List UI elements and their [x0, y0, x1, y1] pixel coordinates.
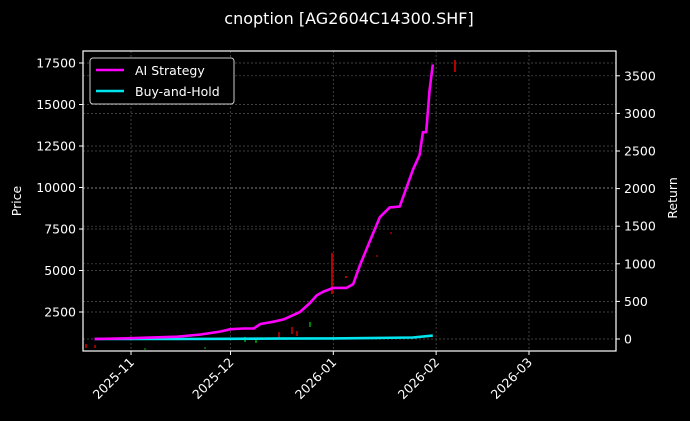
return-tick-label: 3000: [624, 106, 656, 121]
return-axis-label: Return: [665, 177, 680, 218]
price-candles: [85, 60, 456, 350]
legend: AI Strategy Buy-and-Hold: [89, 57, 235, 105]
return-tick-label: 3500: [624, 68, 656, 83]
legend-box: [89, 57, 235, 105]
price-tick-label: 12500: [36, 139, 76, 154]
price-axis: 2500 5000 7500 10000 12500 15000 17500: [36, 56, 83, 320]
date-tick-label: 2025-11: [90, 355, 138, 403]
legend-buy-and-hold: Buy-and-Hold: [135, 84, 220, 99]
date-tick-label: 2026-03: [488, 355, 536, 403]
price-tick-label: 5000: [44, 263, 76, 278]
date-tick-label: 2026-01: [292, 355, 340, 403]
chart-title: cnoption [AG2604C14300.SHF]: [224, 9, 473, 28]
price-tick-label: 15000: [36, 97, 76, 112]
price-tick-label: 2500: [44, 305, 76, 320]
date-tick-label: 2026-02: [395, 355, 443, 403]
ai-strategy-line: [94, 64, 435, 341]
price-tick-label: 10000: [36, 180, 76, 195]
return-tick-label: 1500: [624, 219, 656, 234]
return-axis: 0 500 1000 1500 2000 2500 3000 3500: [616, 68, 656, 347]
legend-ai-strategy: AI Strategy: [135, 63, 205, 78]
return-tick-label: 500: [624, 294, 648, 309]
return-tick-label: 0: [624, 332, 632, 347]
price-axis-label: Price: [9, 185, 24, 216]
return-tick-label: 2500: [624, 144, 656, 159]
price-tick-label: 7500: [44, 222, 76, 237]
buy-and-hold-line: [94, 334, 433, 341]
date-axis: 2025-11 2025-12 2026-01 2026-02 2026-03: [90, 351, 536, 403]
plot-frame: [82, 50, 617, 352]
return-tick-label: 1000: [624, 256, 656, 271]
price-tick-label: 17500: [36, 56, 76, 71]
date-tick-label: 2025-12: [189, 355, 237, 403]
return-tick-label: 2000: [624, 181, 656, 196]
